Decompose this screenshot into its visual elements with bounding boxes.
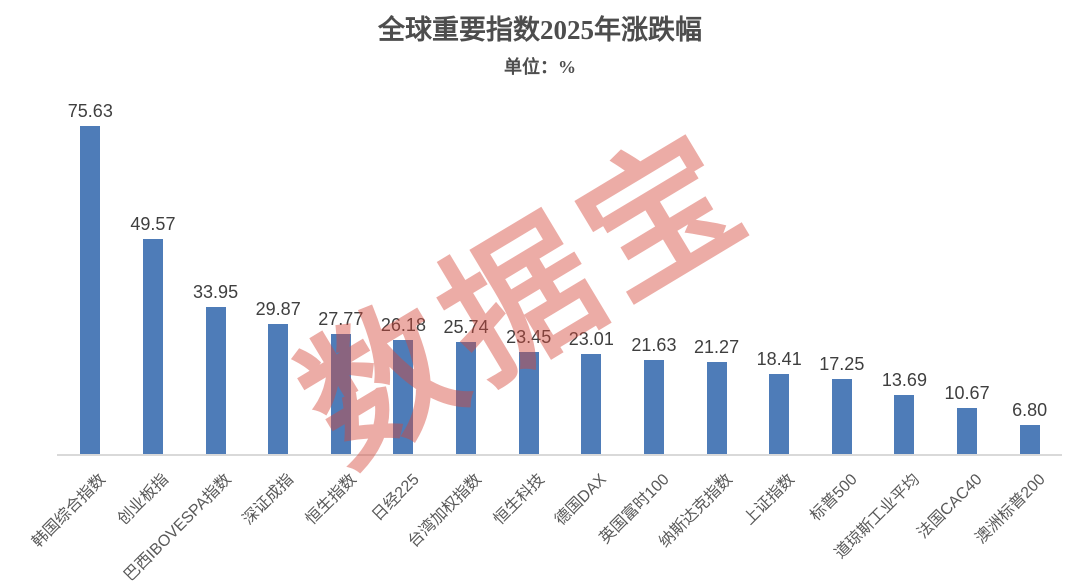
category-label: 深证成指 <box>239 471 298 529</box>
category-label: 韩国综合指数 <box>29 471 110 551</box>
bar-cell: 10.67 <box>936 96 999 454</box>
bar-cell: 33.95 <box>184 96 247 454</box>
category-label: 巴西IBOVESPA指数 <box>120 471 235 585</box>
bar-9 <box>581 354 602 454</box>
category-label: 德国DAX <box>552 471 611 529</box>
value-label: 13.69 <box>881 369 927 390</box>
bar-cell: 18.41 <box>748 96 811 454</box>
value-label: 21.27 <box>694 336 740 357</box>
value-label: 75.63 <box>67 101 113 121</box>
value-label: 25.74 <box>443 317 489 338</box>
category-label: 标普500 <box>807 471 861 525</box>
chart-subtitle: 单位：% <box>504 57 576 77</box>
bar-10 <box>643 360 664 454</box>
category-label: 恒生科技 <box>490 471 548 529</box>
category-label: 台湾加权指数 <box>405 471 486 551</box>
bar-14 <box>894 394 915 454</box>
value-label: 26.18 <box>380 315 426 336</box>
bar-1 <box>80 126 101 454</box>
bar-2 <box>142 239 163 454</box>
bar-8 <box>518 352 539 454</box>
category-label: 英国富时100 <box>596 471 673 548</box>
value-label: 33.95 <box>193 281 239 302</box>
bar-13 <box>831 379 852 454</box>
bar-5 <box>330 333 351 454</box>
category-label: 澳洲标普200 <box>972 471 1049 548</box>
value-label: 49.57 <box>130 214 176 235</box>
bar-6 <box>393 340 414 454</box>
bar-plot-area: 75.63 49.57 33.95 29.87 27.77 26.18 25.74 23.45… <box>59 96 1061 454</box>
value-label: 29.87 <box>255 299 301 320</box>
value-label: 6.80 <box>1012 399 1048 420</box>
chart-title: 全球重要指数2025年涨跌幅 <box>378 15 702 45</box>
bar-11 <box>706 361 727 454</box>
bar-cell: 23.01 <box>560 96 623 454</box>
value-label: 18.41 <box>756 349 802 370</box>
bar-cell: 25.74 <box>435 96 498 454</box>
category-label: 法国CAC40 <box>914 471 987 543</box>
value-label: 10.67 <box>944 382 990 403</box>
bar-cell: 23.45 <box>497 96 560 454</box>
category-label: 恒生指数 <box>302 471 360 529</box>
value-label: 17.25 <box>819 354 865 375</box>
bar-cell: 26.18 <box>372 96 435 454</box>
bar-15 <box>957 407 978 454</box>
bar-cell: 27.77 <box>310 96 373 454</box>
value-label: 23.45 <box>506 327 552 348</box>
bar-7 <box>456 342 477 454</box>
category-label: 日经225 <box>368 471 423 525</box>
bar-16 <box>1019 424 1040 454</box>
category-label: 道琼斯工业平均 <box>832 471 924 563</box>
bar-cell: 49.57 <box>122 96 185 454</box>
value-label: 21.63 <box>631 335 677 356</box>
bar-cell: 29.87 <box>247 96 310 454</box>
bar-3 <box>205 306 226 454</box>
category-label: 上证指数 <box>740 471 799 529</box>
bar-cell: 21.63 <box>623 96 686 454</box>
x-axis-line <box>57 454 1062 456</box>
bar-cell: 13.69 <box>873 96 936 454</box>
category-label: 纳斯达克指数 <box>655 471 736 551</box>
bar-cell: 6.80 <box>998 96 1061 454</box>
value-label: 23.01 <box>568 329 614 350</box>
bar-4 <box>268 324 289 454</box>
bar-cell: 75.63 <box>59 96 122 454</box>
bar-cell: 21.27 <box>685 96 748 454</box>
value-label: 27.77 <box>318 308 364 329</box>
bar-cell: 17.25 <box>811 96 874 454</box>
category-label: 创业板指 <box>114 471 172 529</box>
bar-12 <box>769 374 790 454</box>
